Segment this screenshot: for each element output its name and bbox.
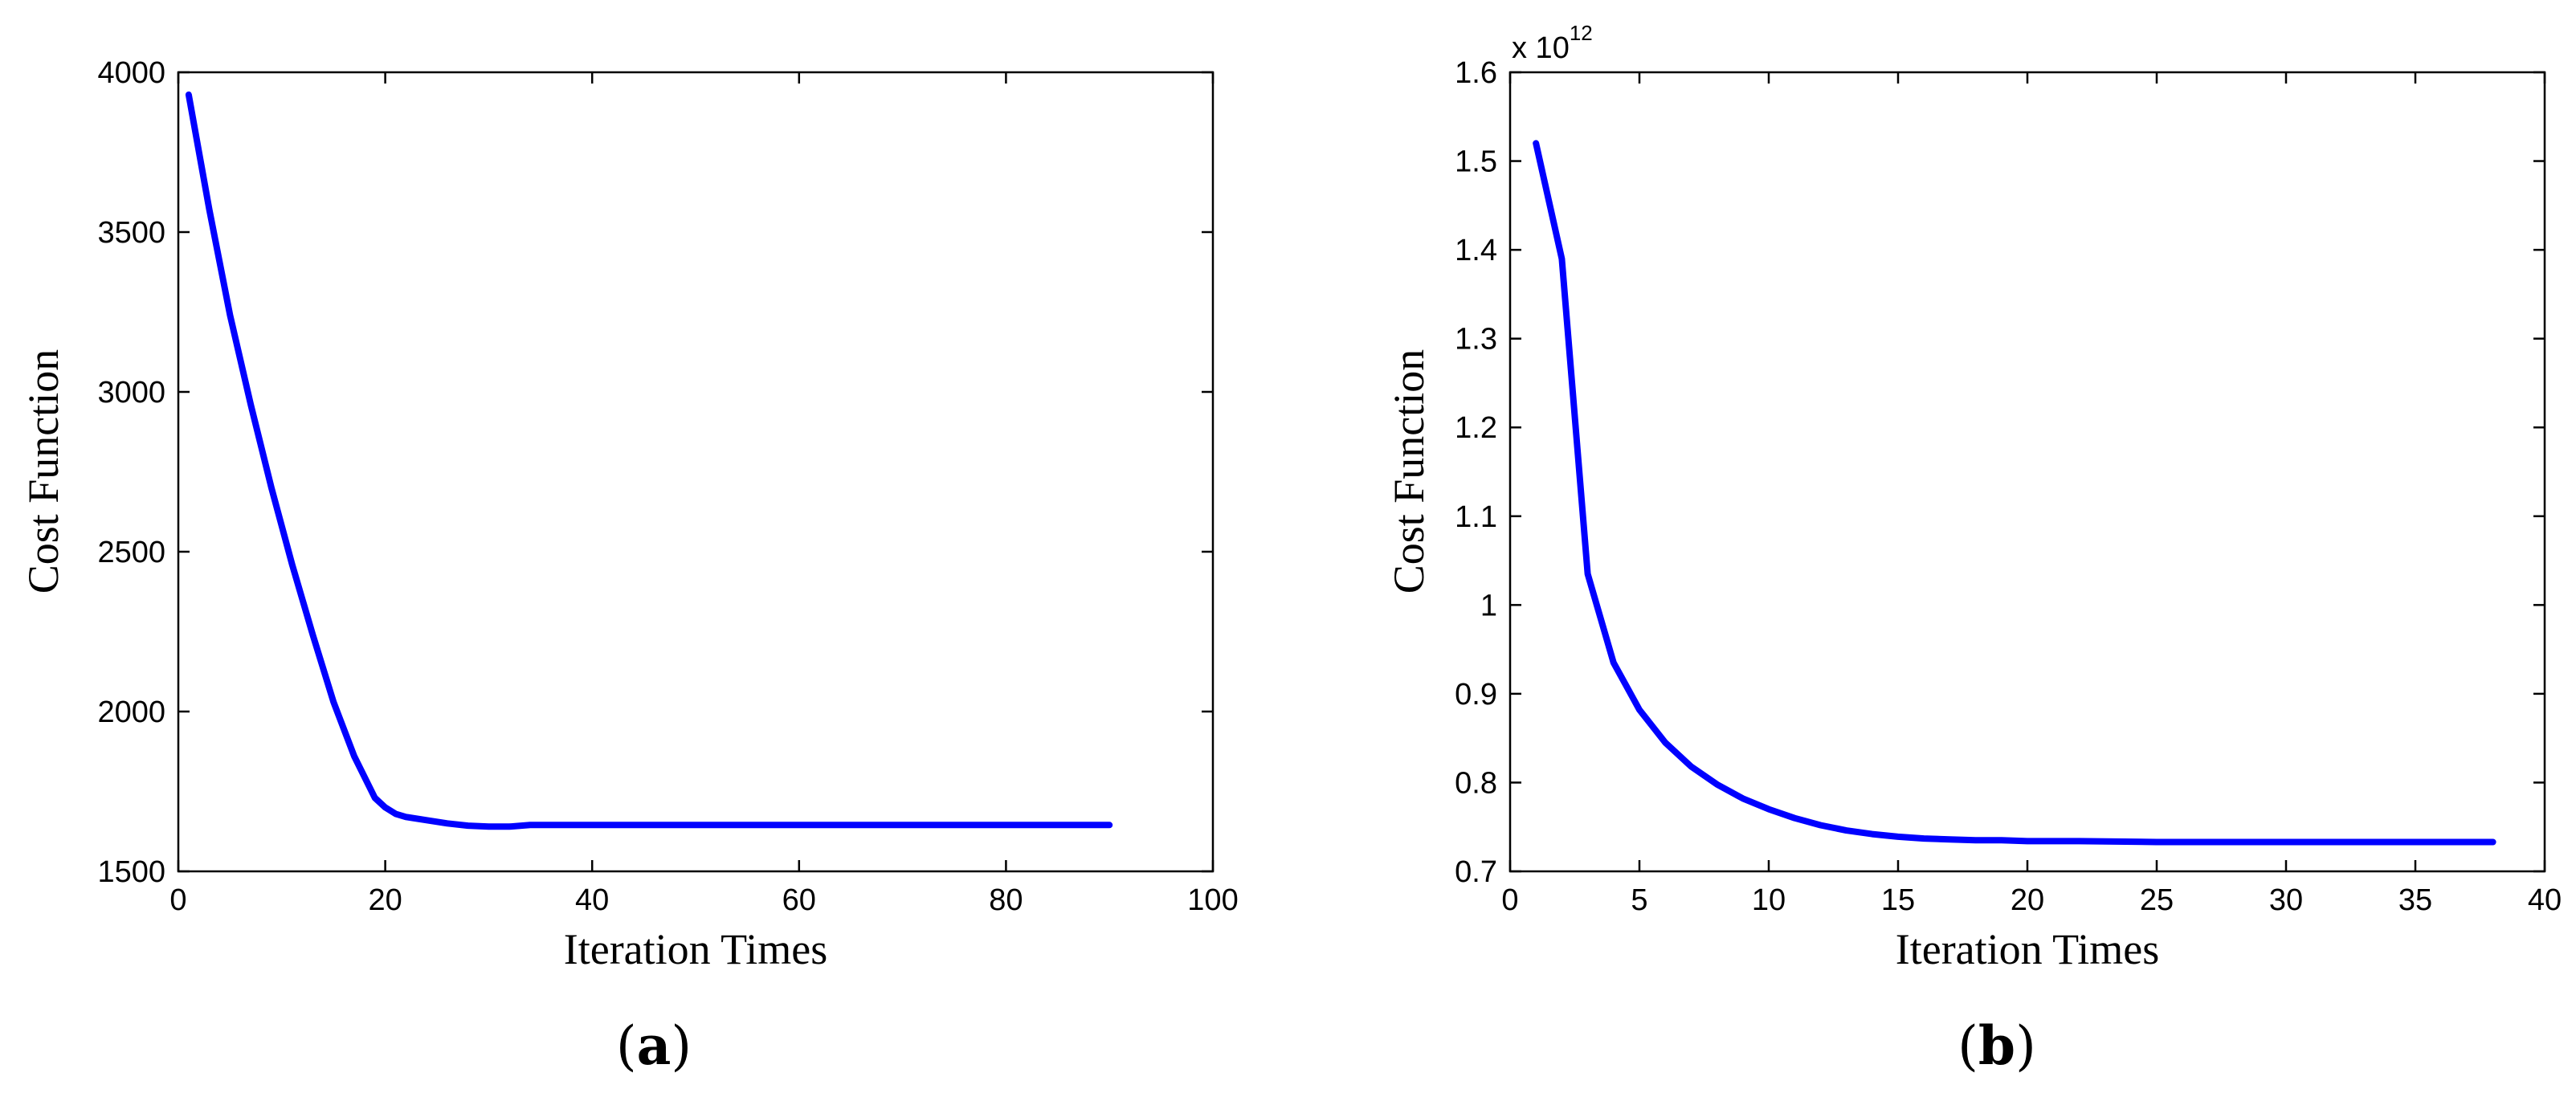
x-tick-label-b-2: 10 xyxy=(1752,883,1786,917)
y-tick-label-b-1: 0.8 xyxy=(1455,766,1497,800)
plot-area-b xyxy=(1508,71,2546,873)
y-tick-label-b-2: 0.9 xyxy=(1455,678,1497,712)
chart-panel-a: 0 20 40 60 80 100 1500 2000 2500 3000 3500 4000 Ite… xyxy=(19,56,1239,1077)
series-group-a xyxy=(185,91,1113,830)
series-line-a-0 xyxy=(185,91,1113,830)
y-tick-label-b-4: 1.1 xyxy=(1455,500,1497,534)
y-tick-label-a-5: 4000 xyxy=(97,56,165,90)
x-axis-title-a: Iteration Times xyxy=(564,925,828,973)
x-tick-label-b-3: 15 xyxy=(1881,883,1915,917)
y-tick-label-b-5: 1.2 xyxy=(1455,411,1497,445)
y-tick-label-b-8: 1.5 xyxy=(1455,145,1497,179)
chart-panel-b: 0 5 10 15 20 25 30 35 40 0.7 0.8 0.9 1 1.1 1.2 1.3 1.4 1.… xyxy=(1385,21,2562,1077)
x-tick-label-b-8: 40 xyxy=(2528,883,2562,917)
y-tick-label-b-9: 1.6 xyxy=(1455,56,1497,90)
y-tick-label-a-2: 2500 xyxy=(97,536,165,569)
y-tick-label-a-3: 3000 xyxy=(97,376,165,410)
x-tick-label-b-0: 0 xyxy=(1501,883,1518,917)
y-tick-label-a-1: 2000 xyxy=(97,695,165,729)
x-tick-label-a-3: 60 xyxy=(782,883,816,917)
y-tick-label-a-4: 3500 xyxy=(97,216,165,250)
tick-group-b: 0 5 10 15 20 25 30 35 40 0.7 0.8 0.9 1 1.1 1.2 1.3 1.4 1.… xyxy=(1455,56,2562,917)
series-group-b xyxy=(1533,140,2496,846)
panel-letter-b: b xyxy=(1978,1014,2015,1077)
x-tick-label-a-4: 80 xyxy=(989,883,1023,917)
panel-letter-a: a xyxy=(637,1014,672,1077)
x-tick-label-a-5: 100 xyxy=(1187,883,1238,917)
y-tick-label-b-3: 1 xyxy=(1480,589,1497,622)
series-line-b-0 xyxy=(1533,140,2496,846)
y-exponent-power: 12 xyxy=(1570,21,1593,45)
y-tick-label-a-0: 1500 xyxy=(97,855,165,889)
y-tick-label-b-7: 1.4 xyxy=(1455,234,1497,267)
x-tick-label-b-6: 30 xyxy=(2269,883,2303,917)
y-exponent-base: x 10 xyxy=(1512,31,1570,65)
x-axis-title-b: Iteration Times xyxy=(1896,925,2160,973)
x-tick-label-a-1: 20 xyxy=(368,883,402,917)
x-tick-label-a-2: 40 xyxy=(575,883,609,917)
x-tick-label-b-5: 25 xyxy=(2140,883,2174,917)
x-tick-label-b-1: 5 xyxy=(1631,883,1647,917)
y-axis-title-b: Cost Function xyxy=(1385,349,1433,594)
panel-label-b: (b) xyxy=(1958,1014,2036,1077)
x-tick-label-a-0: 0 xyxy=(169,883,186,917)
y-axis-title-a: Cost Function xyxy=(19,349,67,594)
tick-group-a: 0 20 40 60 80 100 1500 2000 2500 3000 3500 4000 xyxy=(97,56,1238,917)
plot-area-a xyxy=(177,71,1215,873)
x-tick-label-b-4: 20 xyxy=(2011,883,2044,917)
y-tick-label-b-0: 0.7 xyxy=(1455,855,1497,889)
y-tick-label-b-6: 1.3 xyxy=(1455,323,1497,357)
panel-label-a: (a) xyxy=(616,1014,692,1077)
y-exponent-b: x 1012 xyxy=(1512,21,1593,65)
x-tick-label-b-7: 35 xyxy=(2398,883,2432,917)
